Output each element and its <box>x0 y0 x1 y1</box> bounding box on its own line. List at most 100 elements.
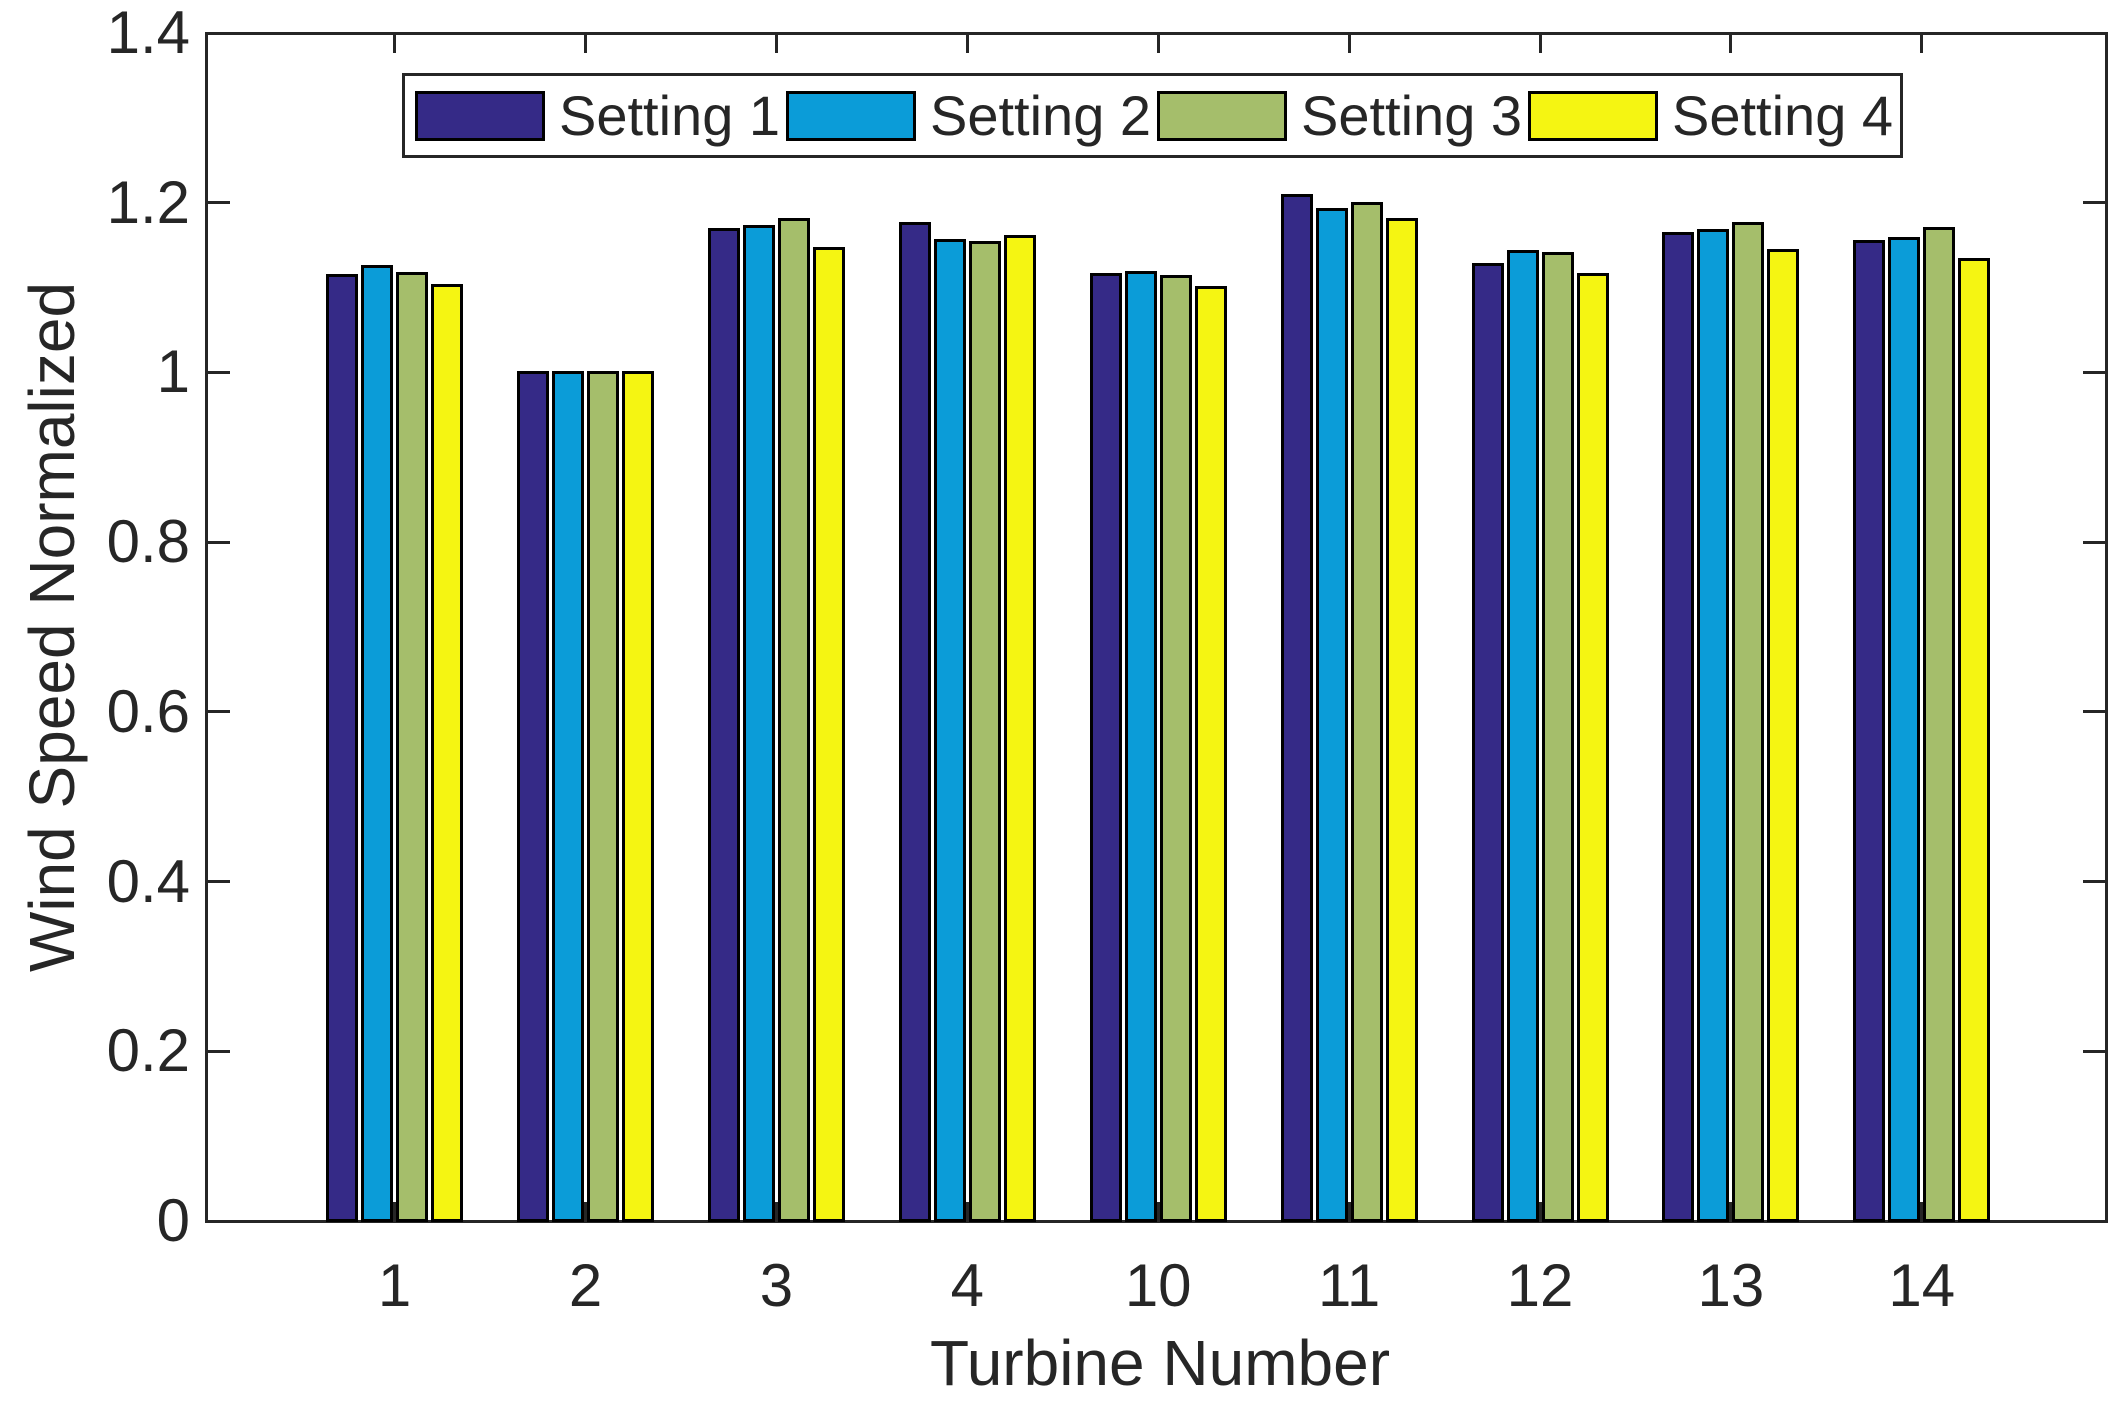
legend-item: Setting 3 <box>1157 76 1522 155</box>
y-tick-label: 1 <box>156 338 190 406</box>
bar <box>361 264 394 1223</box>
bar <box>707 228 740 1223</box>
legend-label: Setting 2 <box>930 84 1152 147</box>
bar <box>1732 222 1765 1223</box>
y-tick-label: 0.2 <box>106 1017 190 1085</box>
y-tick-label: 0 <box>156 1187 190 1254</box>
y-axis-tick <box>207 31 230 35</box>
bar <box>1003 235 1036 1223</box>
bar <box>1541 252 1574 1223</box>
y-axis-tick <box>207 201 230 205</box>
legend-swatch <box>1157 90 1287 141</box>
legend-item: Setting 4 <box>1528 76 1893 155</box>
y-tick-label: 1.2 <box>106 168 190 236</box>
y-axis-tick-right <box>2082 710 2105 714</box>
bar <box>1853 240 1886 1223</box>
x-tick-label: 11 <box>1317 1252 1381 1319</box>
bar <box>1697 229 1730 1223</box>
y-axis-tick <box>207 880 230 884</box>
y-tick-label: 1.4 <box>106 0 190 66</box>
x-axis-tick <box>1538 1201 1542 1220</box>
bar <box>1471 263 1504 1223</box>
bar <box>1159 275 1192 1223</box>
x-axis-tick <box>1156 1201 1160 1220</box>
x-axis-tick <box>393 1201 397 1220</box>
x-tick-label: 12 <box>1506 1252 1574 1319</box>
bar <box>933 238 966 1223</box>
x-axis-tick <box>1920 1201 1924 1220</box>
bar <box>1350 202 1383 1223</box>
y-axis-tick-right <box>2082 1049 2105 1053</box>
bar <box>1576 273 1609 1223</box>
x-axis-tick-top <box>774 34 778 53</box>
bar <box>1506 250 1539 1223</box>
x-axis-tick-top <box>1538 34 1542 53</box>
bar <box>1662 231 1695 1223</box>
bar <box>1767 248 1800 1223</box>
legend-swatch <box>1528 90 1658 141</box>
bar <box>1315 208 1348 1223</box>
bar <box>1089 273 1122 1223</box>
x-axis-tick-top <box>965 34 969 53</box>
legend-swatch <box>415 90 545 141</box>
y-axis-tick-right <box>2082 880 2105 884</box>
legend-item: Setting 2 <box>786 76 1151 155</box>
x-axis-tick <box>1729 1201 1733 1220</box>
bar <box>396 272 429 1223</box>
y-tick-label: 0.6 <box>106 677 190 745</box>
y-axis-tick <box>207 1219 230 1223</box>
x-tick-label: 13 <box>1697 1252 1765 1319</box>
bar <box>1194 286 1227 1223</box>
bar <box>622 370 654 1223</box>
bar <box>1923 226 1956 1223</box>
bar <box>552 370 584 1223</box>
x-axis-tick-top <box>393 34 397 53</box>
legend-item: Setting 1 <box>415 76 780 155</box>
bar <box>898 222 931 1223</box>
x-tick-label: 4 <box>950 1252 984 1319</box>
legend-label: Setting 4 <box>1672 84 1894 147</box>
x-tick-label: 10 <box>1124 1252 1192 1319</box>
y-axis-tick-right <box>2082 1219 2105 1223</box>
legend-label: Setting 1 <box>559 84 781 147</box>
bar <box>326 274 359 1223</box>
x-axis-tick-top <box>1347 34 1351 53</box>
bar <box>812 247 845 1223</box>
x-tick-label: 14 <box>1888 1252 1956 1319</box>
x-axis-tick-top <box>1729 34 1733 53</box>
bar <box>777 218 810 1223</box>
y-axis-tick-right <box>2082 540 2105 544</box>
x-axis-tick <box>965 1201 969 1220</box>
x-tick-label: 1 <box>377 1252 412 1319</box>
x-axis-tick <box>774 1201 778 1220</box>
y-tick-label: 0.4 <box>106 847 190 915</box>
bar <box>742 224 775 1223</box>
y-axis-tick-right <box>2082 201 2105 205</box>
bar <box>1280 193 1313 1223</box>
x-axis-title: Turbine Number <box>929 1327 1391 1399</box>
legend: Setting 1 Setting 2 Setting 3 Setting 4 <box>402 73 1903 158</box>
y-axis-tick <box>207 540 230 544</box>
x-tick-label: 3 <box>759 1252 794 1319</box>
legend-label: Setting 3 <box>1301 84 1523 147</box>
x-axis-tick-top <box>1920 34 1924 53</box>
y-axis-tick <box>207 370 230 374</box>
y-axis-tick <box>207 1049 230 1053</box>
bar <box>587 370 619 1223</box>
bar <box>968 241 1001 1223</box>
bar <box>1958 258 1991 1223</box>
bar <box>517 370 549 1223</box>
x-axis-tick <box>584 1201 587 1220</box>
bar <box>431 284 464 1223</box>
y-axis-title: Wind Speed Normalized <box>16 281 88 973</box>
y-tick-label: 0.8 <box>106 508 190 576</box>
x-axis-tick-top <box>584 34 587 53</box>
bar <box>1124 270 1157 1223</box>
x-axis-tick-top <box>1156 34 1160 53</box>
x-axis-tick <box>1347 1201 1351 1220</box>
legend-swatch <box>786 90 916 141</box>
bar <box>1888 236 1921 1223</box>
y-axis-tick <box>207 710 230 714</box>
x-tick-label: 2 <box>568 1252 603 1319</box>
